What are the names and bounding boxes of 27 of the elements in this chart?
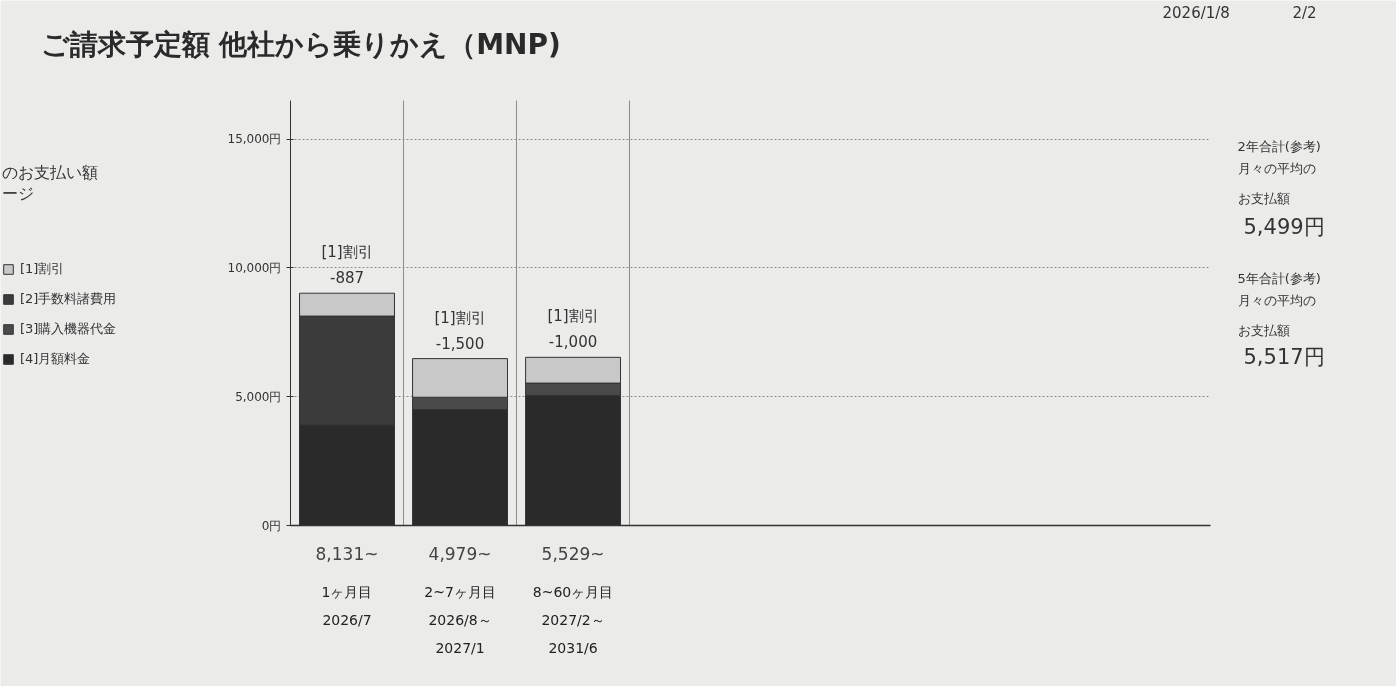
x-tick-label: 1ヶ月目 2026/7 (321, 583, 373, 628)
text: 月々の平均のお支払額 (1237, 160, 1316, 206)
text: 5,529~ (541, 543, 605, 564)
data-label: [1]割引 -887 (321, 243, 373, 288)
data-label: [1]割引 -1,000 (547, 307, 599, 352)
text: 8,131~ (315, 543, 379, 564)
text: 2年合計(参考) (1237, 139, 1321, 154)
text: 5,499円 (1243, 214, 1325, 239)
legend-title: のお支払い額ージ (2, 163, 99, 205)
chart-title: ご請求予定額 他社から乗りかえ（MNP) (40, 28, 561, 61)
legend-label: [1]割引 (20, 260, 65, 278)
legend-label: [4]月額料金 (20, 350, 91, 368)
y-tick-label: 0円 (261, 518, 282, 533)
legend-label: [3]購入機器代金 (20, 320, 117, 338)
x-tick-label: 2~7ヶ月目 2026/8～ 2027/1 (424, 583, 496, 656)
text: 月々の平均のお支払額 (1237, 292, 1316, 338)
y-tick-label: 5,000円 (235, 389, 282, 404)
y-tick-label: 10,000円 (227, 260, 282, 275)
data-label: [1]割引 -1,500 (434, 308, 486, 353)
text: 5,517円 (1243, 344, 1325, 369)
legend-label: [2]手数料諸費用 (20, 290, 117, 308)
text: 2026/1/8 (1162, 3, 1230, 22)
text: 4,979~ (428, 543, 492, 564)
y-tick-label: 15,000円 (227, 132, 282, 147)
text: 2/2 (1292, 3, 1317, 22)
x-tick-label: 8~60ヶ月目 2027/2～ 2031/6 (532, 583, 614, 656)
text: 5年合計(参考) (1237, 271, 1321, 286)
